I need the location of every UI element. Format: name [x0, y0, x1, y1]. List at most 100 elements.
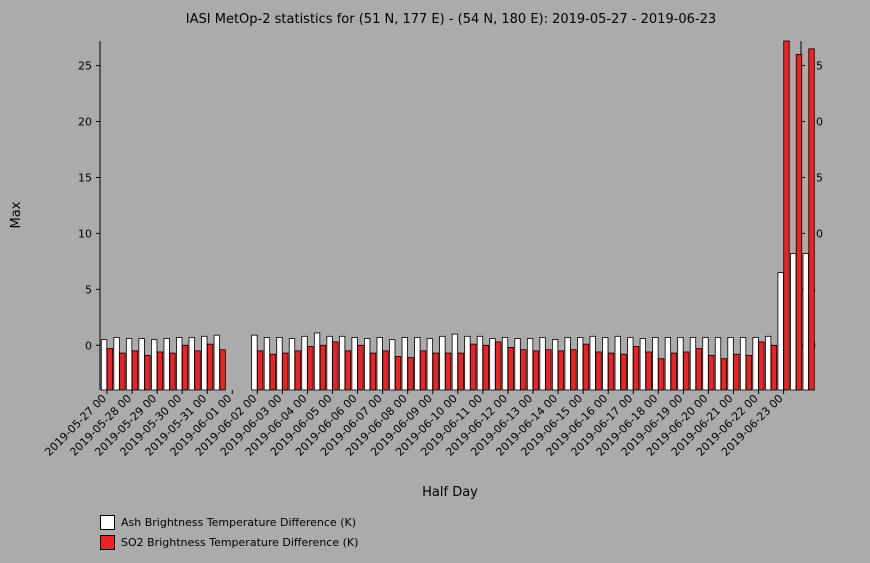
- bar-ash: [526, 338, 534, 391]
- bar-so2: [495, 341, 502, 391]
- bar-so2: [344, 350, 352, 391]
- y-tick-label-left: 20: [78, 116, 92, 129]
- bar-ash: [577, 337, 584, 391]
- bar-so2: [758, 341, 765, 391]
- bar-so2: [407, 357, 414, 391]
- legend-item-ash: Ash Brightness Temperature Difference (K…: [100, 512, 358, 532]
- bar-ash: [664, 337, 672, 391]
- bar-so2: [156, 351, 164, 391]
- bar-so2: [745, 354, 753, 391]
- bar-ash: [589, 335, 596, 391]
- bar-so2: [520, 349, 527, 391]
- bar-so2: [106, 348, 113, 391]
- bar-ash: [288, 338, 296, 391]
- bar-ash: [539, 337, 546, 391]
- bar-ash: [176, 337, 183, 391]
- bar-ash: [652, 337, 659, 391]
- bar-so2: [582, 343, 590, 391]
- bar-ash: [201, 335, 208, 391]
- bar-ash: [739, 337, 747, 391]
- y-tick-label-left: 25: [78, 60, 92, 73]
- y-axis-label: Max: [9, 201, 24, 228]
- bar-ash: [100, 339, 108, 391]
- bar-so2: [181, 344, 189, 391]
- bar-ash: [213, 334, 220, 391]
- bar-so2: [432, 352, 439, 391]
- bar-so2: [332, 341, 339, 391]
- bar-so2: [482, 344, 489, 391]
- bar-ash: [464, 335, 471, 391]
- bar-ash: [764, 335, 772, 391]
- bar-so2: [607, 352, 615, 391]
- bar-ash: [451, 333, 459, 391]
- y-tick-label-left: 15: [78, 171, 92, 184]
- bar-so2: [557, 350, 565, 391]
- bar-so2: [319, 344, 327, 391]
- bar-ash: [426, 338, 433, 391]
- bar-ash: [263, 337, 271, 391]
- bar-so2: [795, 54, 803, 391]
- legend-swatch-ash: [100, 514, 115, 530]
- y-tick-label-left: 10: [78, 227, 92, 240]
- chart-title: IASI MetOp-2 statistics for (51 N, 177 E…: [186, 12, 716, 27]
- bar-ash: [714, 337, 722, 391]
- bar-so2: [257, 350, 264, 391]
- legend-label-ash: Ash Brightness Temperature Difference (K…: [121, 515, 356, 529]
- bar-ash: [752, 337, 759, 391]
- bar-ash: [501, 337, 509, 391]
- bar-so2: [783, 40, 790, 391]
- bar-ash: [614, 335, 621, 391]
- bar-ash: [251, 334, 258, 391]
- bar-so2: [545, 349, 552, 391]
- bar-ash: [677, 337, 684, 391]
- bar-so2: [808, 48, 815, 391]
- bar-so2: [169, 352, 176, 391]
- bar-so2: [294, 350, 301, 391]
- bar-so2: [595, 351, 602, 391]
- bar-ash: [727, 337, 734, 391]
- bar-ash: [551, 339, 559, 391]
- bar-ash: [151, 339, 158, 391]
- y-tick-label-left: 0: [85, 339, 92, 352]
- bar-ash: [351, 337, 358, 391]
- bar-so2: [369, 352, 377, 391]
- bar-so2: [670, 352, 677, 391]
- bar-ash: [138, 338, 145, 391]
- bar-so2: [357, 344, 364, 391]
- bar-so2: [219, 349, 226, 391]
- bar-so2: [470, 343, 477, 391]
- bar-so2: [445, 352, 452, 391]
- bar-so2: [632, 345, 640, 391]
- bar-ash: [439, 335, 446, 391]
- bar-ash: [702, 337, 709, 391]
- plot-area: 005510101515202025252019-05-27 002019-05…: [42, 40, 823, 459]
- bar-ash: [301, 335, 308, 391]
- bar-ash: [113, 337, 120, 391]
- bar-so2: [570, 349, 577, 391]
- bar-so2: [269, 353, 276, 391]
- bar-so2: [282, 352, 289, 391]
- bar-so2: [307, 345, 314, 391]
- bar-ash: [639, 338, 646, 391]
- bar-ash: [777, 272, 784, 391]
- legend: Ash Brightness Temperature Difference (K…: [100, 512, 358, 552]
- bar-so2: [206, 343, 214, 391]
- bar-so2: [507, 347, 514, 391]
- bar-so2: [194, 350, 201, 391]
- bar-ash: [376, 337, 383, 391]
- bar-ash: [313, 332, 321, 391]
- bar-ash: [790, 253, 797, 391]
- bar-ash: [401, 337, 408, 391]
- bar-ash: [364, 338, 371, 391]
- bar-so2: [720, 358, 727, 391]
- bar-ash: [389, 339, 396, 391]
- bar-ash: [163, 338, 170, 391]
- bar-so2: [645, 351, 652, 391]
- bar-ash: [476, 335, 484, 391]
- bar-ash: [627, 337, 634, 391]
- bar-ash: [802, 253, 809, 391]
- bar-so2: [733, 353, 740, 391]
- bar-so2: [708, 354, 715, 391]
- bar-ash: [188, 337, 195, 391]
